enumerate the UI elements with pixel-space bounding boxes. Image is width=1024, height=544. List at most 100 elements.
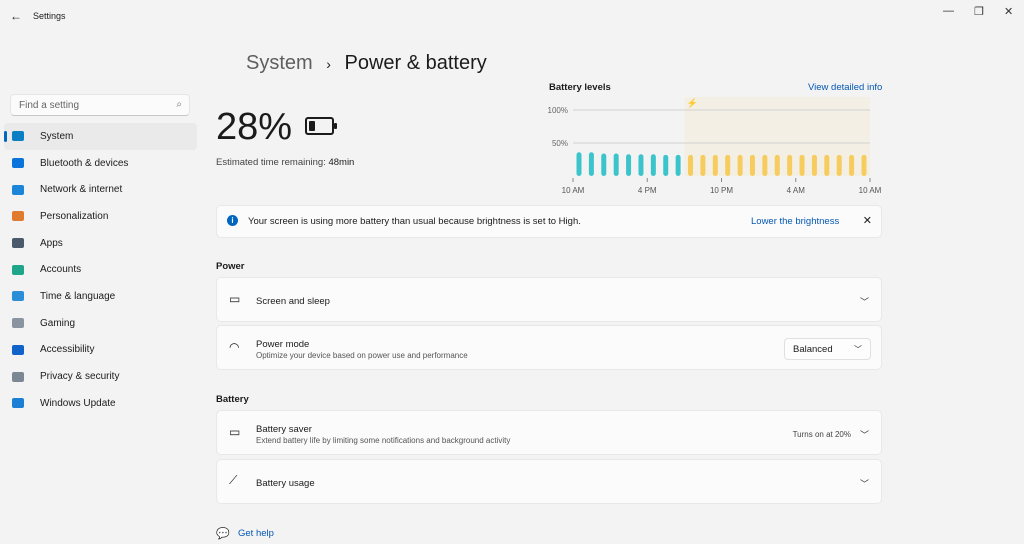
sidebar-item-system[interactable]: System xyxy=(4,123,197,150)
power-mode-row: ◠ Power mode Optimize your device based … xyxy=(216,325,882,370)
back-button[interactable]: ← xyxy=(10,9,22,23)
x-tick-label: 4 PM xyxy=(638,186,657,195)
chart-icon: ⟋ xyxy=(229,473,238,487)
battery-bar xyxy=(824,154,830,176)
sidebar-item-windows-update[interactable]: Windows Update xyxy=(4,390,197,417)
info-icon: i xyxy=(227,215,238,226)
sidebar-item-privacy-security[interactable]: Privacy & security xyxy=(4,363,197,390)
y-tick-label: 50% xyxy=(552,139,568,148)
chevron-down-icon[interactable]: ﹀ xyxy=(859,297,869,307)
battery-bar xyxy=(811,154,817,176)
sidebar-item-label: Windows Update xyxy=(40,397,116,409)
breadcrumb-system[interactable]: System xyxy=(246,52,313,74)
brightness-notice: i Your screen is using more battery than… xyxy=(216,205,882,238)
x-tick-label: 10 PM xyxy=(710,186,733,195)
sidebar-item-apps[interactable]: Apps xyxy=(4,230,197,257)
privacy-security-icon xyxy=(12,371,24,382)
battery-bar xyxy=(712,154,718,176)
battery-bar xyxy=(737,154,743,176)
sidebar-item-personalization[interactable]: Personalization xyxy=(4,203,197,230)
sidebar-item-gaming[interactable]: Gaming xyxy=(4,310,197,337)
sidebar-item-label: System xyxy=(40,130,74,142)
bluetooth-devices-icon xyxy=(12,158,24,169)
window-title: Settings xyxy=(33,11,66,21)
network-internet-icon xyxy=(12,184,24,195)
battery-chart: ⚡ 100% 50% 10 AM 4 PM 10 PM 4 AM 10 AM xyxy=(548,97,882,195)
search-icon: ⌕ xyxy=(176,99,182,110)
screen-and-sleep-row[interactable]: ▭ Screen and sleep ﹀ xyxy=(216,277,882,322)
sidebar-item-label: Apps xyxy=(40,237,63,249)
battery-percent: 28% xyxy=(216,106,293,148)
lower-brightness-link[interactable]: Lower the brightness xyxy=(751,216,840,227)
accessibility-icon xyxy=(12,344,24,355)
chevron-down-icon[interactable]: ﹀ xyxy=(859,430,869,440)
sidebar-item-label: Time & language xyxy=(40,290,116,302)
battery-bar xyxy=(787,154,793,176)
apps-icon xyxy=(12,238,24,249)
battery-bar xyxy=(762,154,768,176)
battery-bar xyxy=(675,154,681,176)
battery-bar xyxy=(700,154,706,176)
restore-button[interactable]: ❐ xyxy=(974,6,984,18)
sidebar-item-time-language[interactable]: Time & language xyxy=(4,283,197,310)
battery-saver-status: Turns on at 20% xyxy=(792,430,851,439)
sidebar-item-network-internet[interactable]: Network & internet xyxy=(4,176,197,203)
sidebar-item-label: Accounts xyxy=(40,264,82,276)
power-mode-label: Power mode xyxy=(256,339,310,350)
battery-bar xyxy=(588,152,594,176)
sidebar-item-label: Privacy & security xyxy=(40,371,120,383)
gaming-icon xyxy=(12,318,24,329)
battery-saver-desc: Extend battery life by limiting some not… xyxy=(256,436,511,445)
plug-icon: ⚡ xyxy=(687,97,698,109)
chevron-down-icon[interactable]: ﹀ xyxy=(859,479,869,489)
accounts-icon xyxy=(12,264,24,275)
view-detailed-info-link[interactable]: View detailed info xyxy=(808,82,883,93)
power-mode-dropdown[interactable]: Balanced ﹀ xyxy=(784,338,871,360)
battery-bar xyxy=(650,154,656,176)
sidebar-item-accessibility[interactable]: Accessibility xyxy=(4,337,197,364)
get-help-link[interactable]: Get help xyxy=(238,528,274,539)
power-mode-icon: ◠ xyxy=(229,340,240,354)
battery-usage-row[interactable]: ⟋ Battery usage ﹀ xyxy=(216,459,882,504)
notice-text: Your screen is using more battery than u… xyxy=(248,216,581,227)
chart-title: Battery levels xyxy=(549,82,611,93)
windows-update-icon xyxy=(12,398,24,409)
close-button[interactable]: ✕ xyxy=(1004,6,1014,18)
battery-bar xyxy=(626,154,632,176)
battery-bar xyxy=(799,154,805,176)
page-title: Power & battery xyxy=(344,52,487,74)
breadcrumb: System › Power & battery xyxy=(246,52,487,75)
minimize-button[interactable]: — xyxy=(943,5,954,17)
sidebar-item-label: Personalization xyxy=(40,210,109,222)
battery-bar xyxy=(663,154,669,176)
time-language-icon xyxy=(12,291,24,302)
breadcrumb-separator: › xyxy=(326,56,331,72)
battery-bar xyxy=(613,153,619,176)
screen-sleep-icon: ▭ xyxy=(229,292,241,306)
sidebar-item-label: Network & internet xyxy=(40,184,123,196)
battery-bar xyxy=(861,154,867,176)
battery-bar xyxy=(601,153,607,176)
sidebar-item-label: Gaming xyxy=(40,317,76,329)
chevron-down-icon: ﹀ xyxy=(854,345,862,354)
close-icon[interactable]: ✕ xyxy=(862,215,872,227)
battery-bar xyxy=(849,154,855,176)
battery-bar xyxy=(836,154,842,176)
battery-bar xyxy=(774,154,780,176)
system-icon xyxy=(12,131,24,142)
power-heading: Power xyxy=(216,261,245,272)
y-tick-label: 100% xyxy=(548,106,568,115)
sidebar-item-bluetooth-devices[interactable]: Bluetooth & devices xyxy=(4,150,197,177)
screen-sleep-label: Screen and sleep xyxy=(256,296,330,307)
personalization-icon xyxy=(12,211,24,222)
battery-saver-row[interactable]: ▭ Battery saver Extend battery life by l… xyxy=(216,410,882,455)
sidebar-item-label: Accessibility xyxy=(40,344,95,356)
x-tick-label: 10 AM xyxy=(859,186,882,195)
battery-saver-icon: ▭ xyxy=(229,425,241,439)
search-input[interactable]: Find a setting ⌕ xyxy=(10,94,190,116)
sidebar-item-accounts[interactable]: Accounts xyxy=(4,256,197,283)
sidebar-nav: System Bluetooth & devices Network & inter… xyxy=(4,123,197,417)
x-tick-label: 10 AM xyxy=(562,186,585,195)
battery-heading: Battery xyxy=(216,394,249,405)
battery-bar xyxy=(725,154,731,176)
